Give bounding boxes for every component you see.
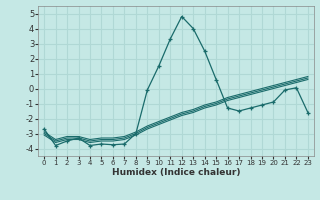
X-axis label: Humidex (Indice chaleur): Humidex (Indice chaleur)	[112, 168, 240, 177]
